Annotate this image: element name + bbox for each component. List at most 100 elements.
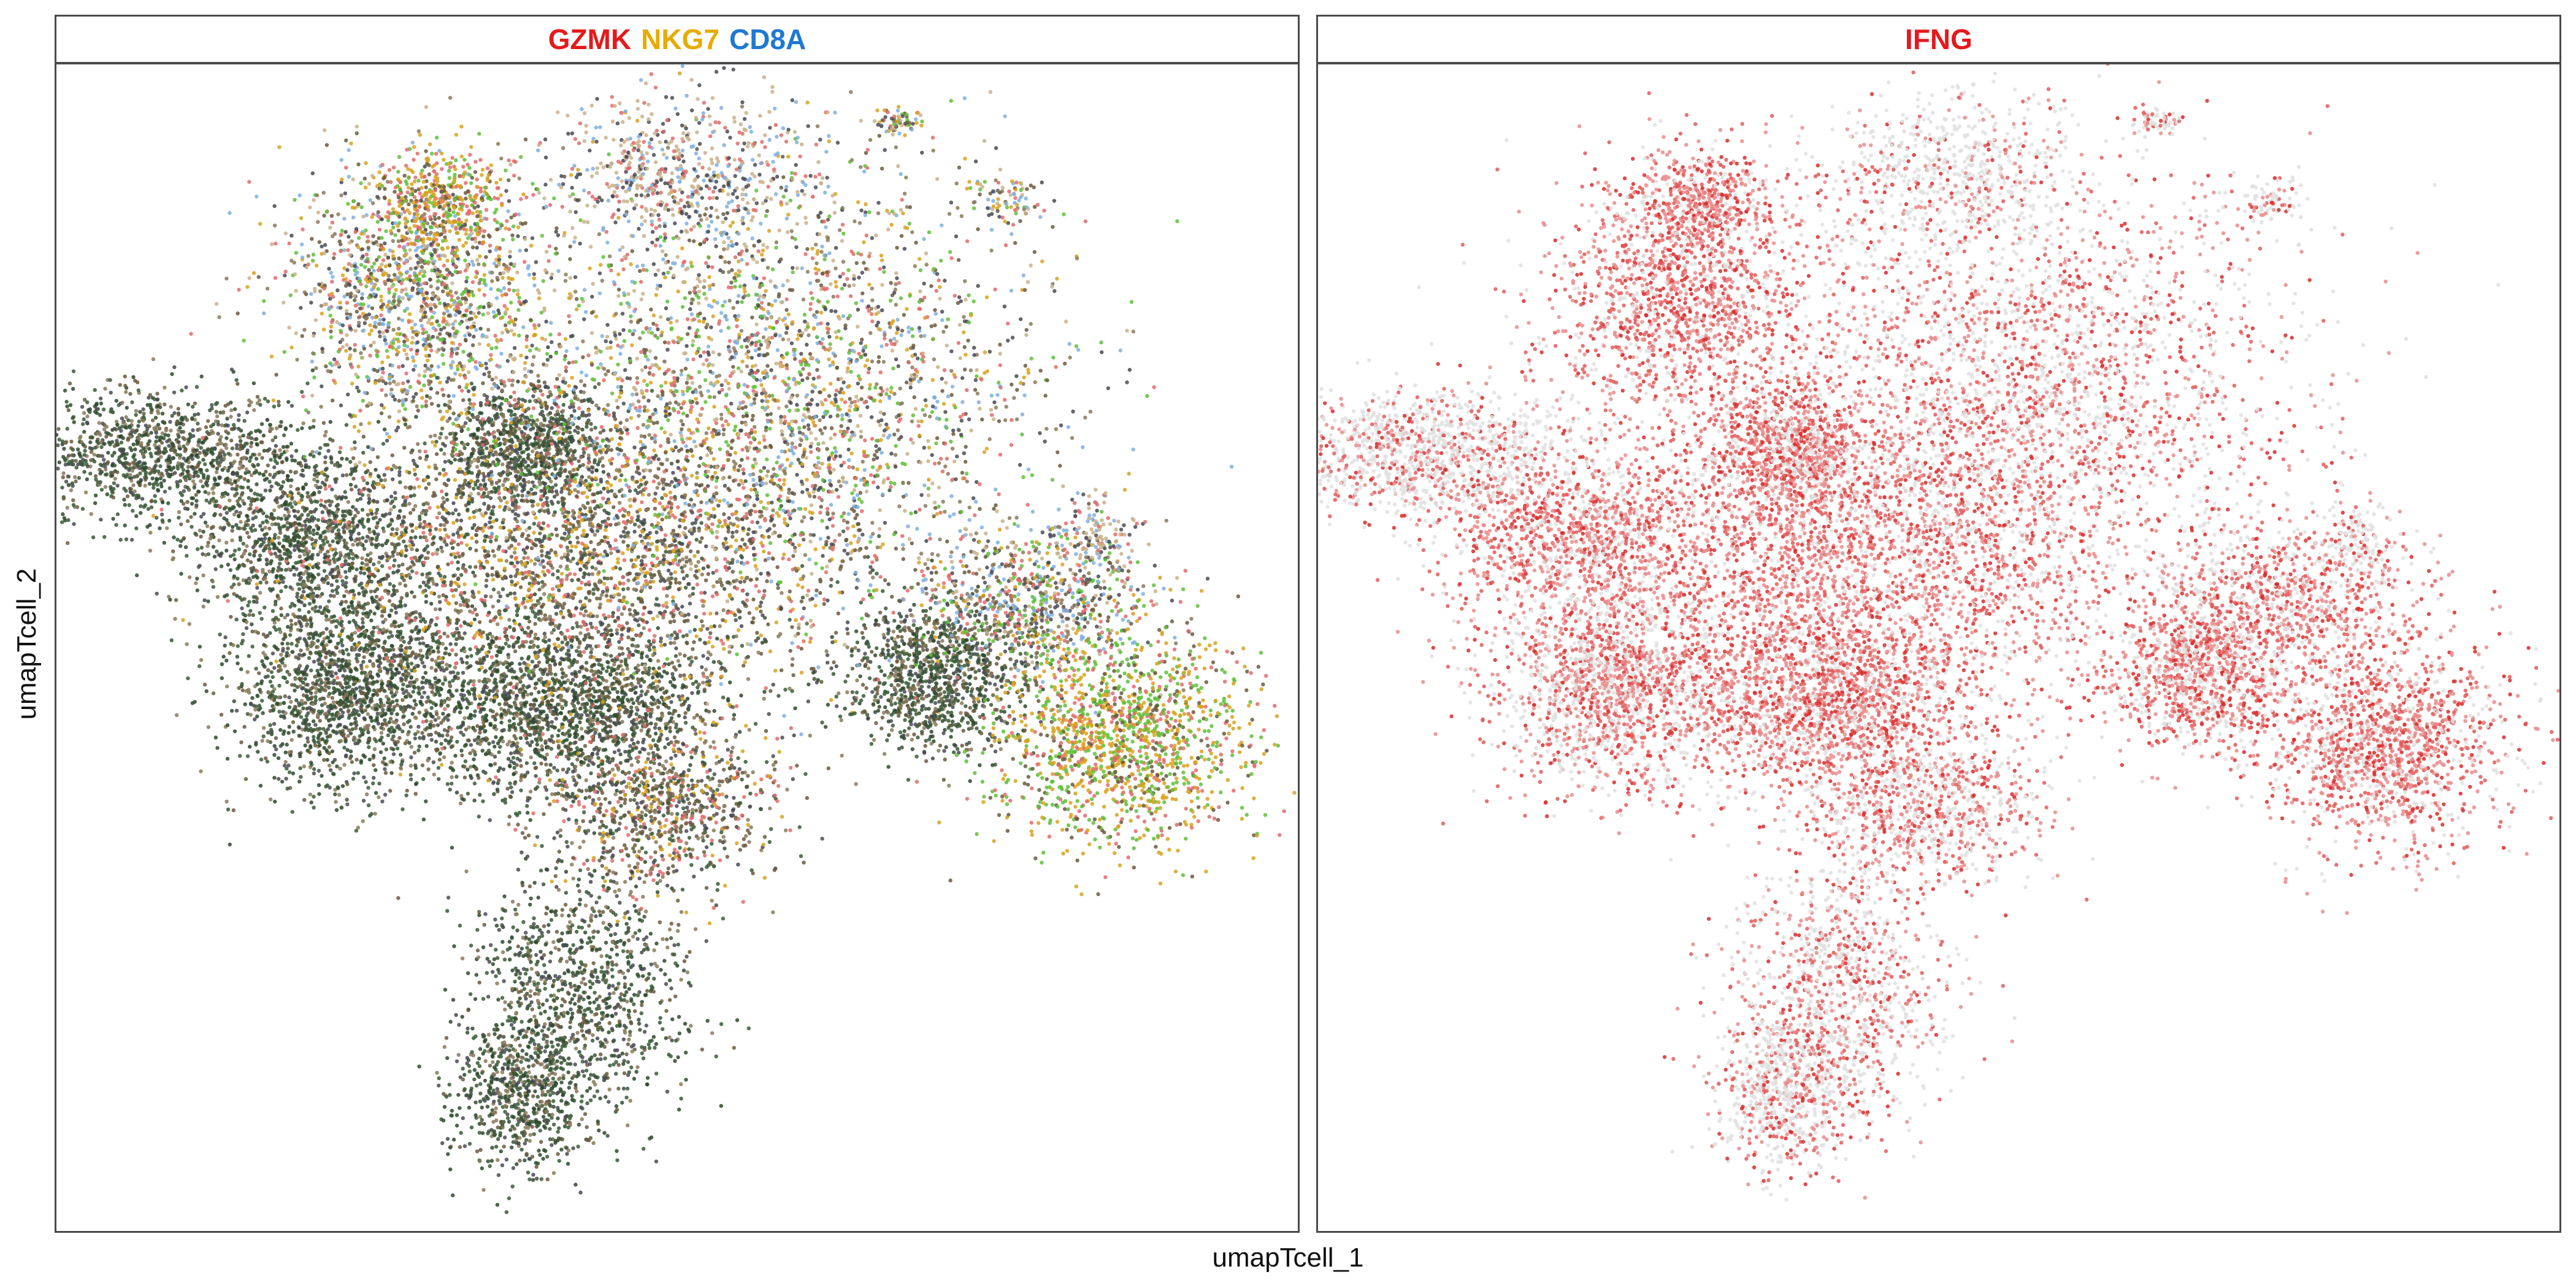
point-cluster-2 [297,656,301,660]
point-cluster-3 [519,726,523,730]
point-cluster-2 [268,631,272,635]
point-cluster-2 [305,666,309,670]
point-cluster-1 [375,524,378,528]
point-cluster-1 [264,519,268,523]
point-cluster-3 [469,716,473,720]
point-cluster-2 [285,654,288,657]
point-cluster-2 [301,727,304,731]
point-cluster-1 [207,541,210,545]
point-cluster-0 [110,490,114,494]
point-cluster-0 [168,420,172,424]
point-cluster-2 [318,657,321,661]
point-cluster-1 [226,562,230,566]
point-cluster-1 [299,576,303,580]
point-cluster-2 [199,658,203,662]
point-cluster-2 [270,670,274,674]
point-cluster-2 [272,666,276,670]
point-cluster-1 [341,510,345,513]
point-cluster-0 [247,399,251,402]
point-cluster-2 [408,646,412,650]
point-cluster-2 [375,638,379,642]
point-cluster-1 [379,478,383,482]
point-cluster-2 [307,656,311,660]
point-cluster-3 [424,700,428,703]
point-cluster-0 [88,440,92,444]
point-cluster-1 [190,502,194,505]
point-cluster-1 [179,523,183,526]
point-cluster-0 [166,501,170,505]
point-cluster-0 [137,388,140,392]
point-cluster-1 [221,527,225,531]
point-cluster-2 [318,634,321,637]
point-cluster-0 [159,455,163,459]
point-cluster-2 [367,672,371,675]
point-cluster-2 [427,585,431,589]
point-cluster-1 [245,451,249,454]
point-cluster-2 [342,746,346,749]
point-cluster-2 [351,610,355,614]
point-cluster-0 [204,436,208,440]
point-cluster-1 [304,459,307,462]
point-cluster-2 [363,635,367,638]
point-cluster-0 [215,415,219,418]
point-cluster-0 [155,431,158,434]
point-cluster-2 [311,574,315,578]
point-cluster-2 [371,600,375,604]
point-cluster-2 [291,720,295,724]
point-cluster-0 [88,407,92,411]
point-cluster-2 [395,699,399,702]
point-cluster-2 [342,763,346,767]
point-cluster-1 [277,549,281,553]
point-cluster-1 [277,535,280,539]
point-cluster-0 [305,381,309,385]
point-cluster-0 [136,442,139,446]
point-cluster-0 [220,448,223,452]
point-cluster-2 [427,733,431,737]
point-cluster-0 [175,421,178,424]
point-cluster-1 [392,584,396,588]
point-cluster-2 [207,725,210,729]
point-cluster-2 [283,616,286,619]
point-cluster-2 [313,695,317,699]
point-cluster-0 [177,435,180,439]
point-cluster-2 [424,719,428,723]
point-cluster-1 [361,586,364,589]
point-cluster-3 [477,679,481,683]
point-cluster-1 [239,538,242,542]
point-cluster-0 [198,468,202,472]
scatter-plot-area-left [56,64,1298,1231]
point-cluster-2 [279,653,283,656]
point-cluster-2 [391,648,395,651]
point-cluster-2 [410,675,413,679]
point-cluster-3 [451,769,455,772]
point-cluster-2 [241,688,245,692]
point-cluster-0 [66,518,70,522]
point-cluster-1 [262,540,266,544]
point-cluster-3 [361,710,364,714]
point-cluster-0 [128,462,131,466]
point-cluster-3 [557,729,561,732]
point-cluster-2 [329,673,333,677]
point-cluster-0 [249,488,253,492]
point-cluster-2 [247,654,251,657]
point-cluster-2 [408,635,412,639]
point-cluster-2 [393,740,396,743]
point-cluster-2 [267,691,271,694]
point-cluster-2 [340,666,343,670]
point-cluster-2 [430,706,434,710]
point-cluster-2 [375,707,379,711]
point-cluster-1 [360,561,364,565]
point-cluster-0 [182,445,185,448]
point-cluster-2 [455,791,459,794]
point-cluster-3 [567,649,570,653]
point-cluster-3 [451,694,454,697]
point-cluster-3 [636,740,640,744]
point-cluster-0 [151,477,155,480]
point-cluster-3 [466,655,469,659]
point-cluster-1 [451,546,454,550]
point-cluster-0 [290,404,294,408]
point-cluster-2 [389,677,393,680]
point-cluster-2 [297,608,301,611]
point-cluster-2 [309,669,313,672]
point-cluster-1 [236,502,240,506]
